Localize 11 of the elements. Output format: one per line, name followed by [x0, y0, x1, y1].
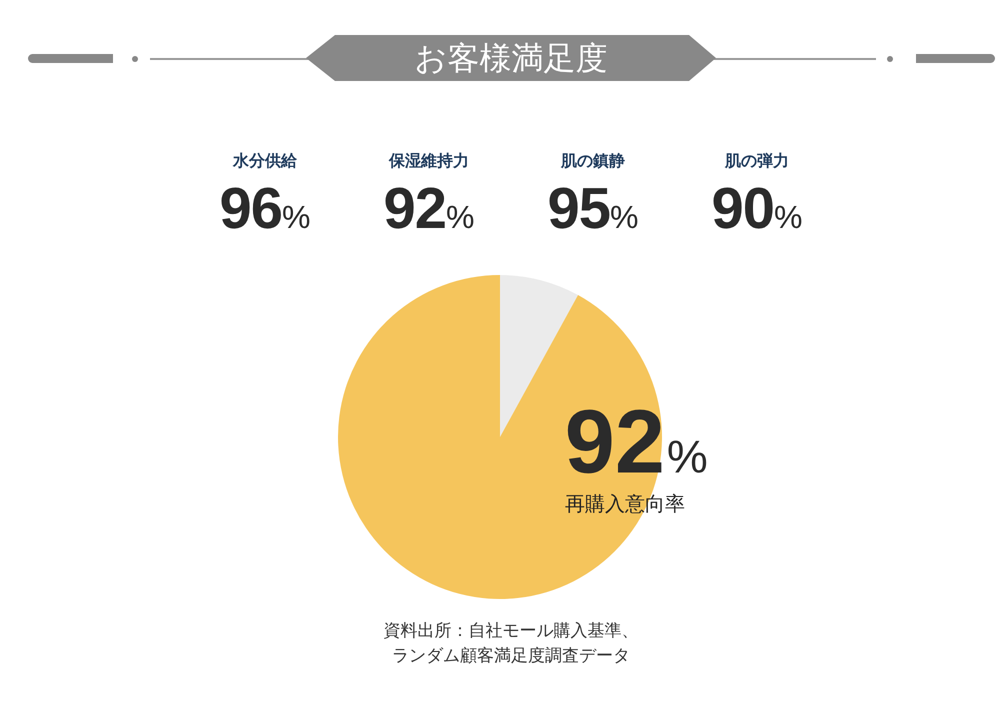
data-label: 96%: [220, 176, 310, 241]
category-label: 肌の弾力: [725, 153, 789, 170]
text: お客様満足度: [414, 40, 608, 76]
data-label: 90%: [712, 176, 802, 241]
data-label: 92%: [564, 392, 708, 493]
data-label: 95%: [548, 176, 638, 241]
category-label: 肌の鎮静: [561, 153, 625, 170]
category-label: 水分供給: [233, 153, 297, 170]
category-label: 保湿維持力: [389, 153, 469, 170]
data-label: 92%: [384, 176, 474, 241]
text: 資料出所：自社モール購入基準、ランダム顧客満足度調査データ: [382, 620, 640, 667]
